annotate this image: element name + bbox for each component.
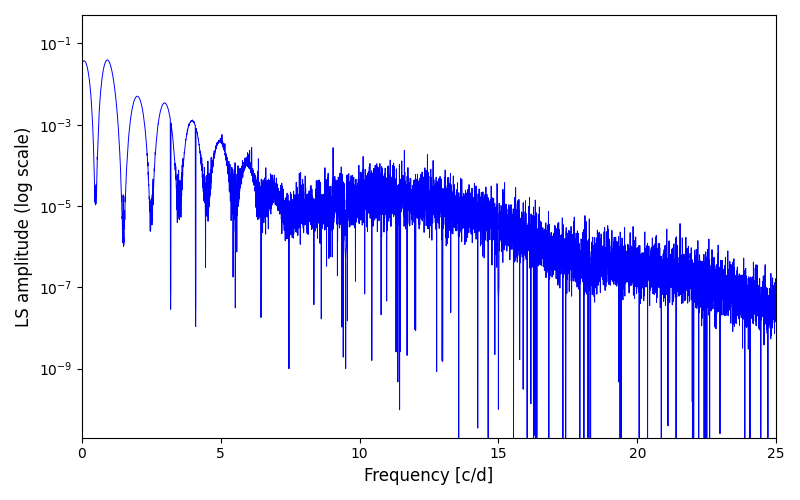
X-axis label: Frequency [c/d]: Frequency [c/d] [364,467,494,485]
Y-axis label: LS amplitude (log scale): LS amplitude (log scale) [15,126,33,326]
